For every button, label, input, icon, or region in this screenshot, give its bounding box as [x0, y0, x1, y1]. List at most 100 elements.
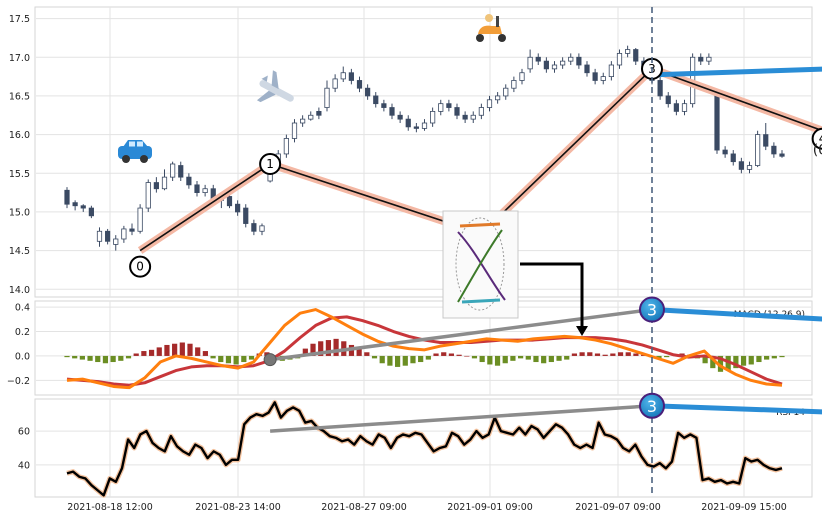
macd-hist-bar	[402, 355, 408, 366]
candle-body	[551, 64, 558, 70]
macd-hist-bar	[371, 355, 378, 359]
candle-body	[88, 207, 94, 217]
macd-hist-bar	[656, 355, 662, 359]
candle-body	[332, 78, 338, 89]
macd-hist-bar	[102, 355, 109, 364]
macd-hist-bar	[387, 355, 393, 366]
candle-body	[738, 161, 744, 170]
candle-body	[121, 228, 127, 240]
macd-hist-bar	[110, 355, 116, 363]
macd-hist-bar	[502, 355, 508, 364]
subwave-label: (0)	[813, 143, 822, 159]
macd-hist-bar	[364, 352, 370, 356]
candle-body	[129, 228, 135, 232]
y-tick-label: 60	[18, 427, 30, 438]
y-tick-label: 15.5	[9, 169, 30, 180]
macd-hist-bar	[487, 355, 493, 365]
candle-body	[153, 182, 159, 190]
macd-hist-bar	[248, 355, 255, 360]
candle-body	[194, 184, 200, 194]
y-tick-label: 17.5	[9, 14, 30, 25]
candle-body	[673, 103, 679, 112]
candle-body	[235, 203, 241, 213]
candle-body	[161, 176, 168, 190]
rsi-y-ticks: 60 40	[18, 427, 30, 472]
y-tick-label: 14.5	[9, 246, 30, 257]
price-y-ticks: 14.0 14.5 15.0 15.5 16.0 16.5 17.0 17.5	[9, 14, 30, 296]
macd-hist-bar	[464, 355, 470, 357]
x-tick-label: 2021-08-18 12:00	[67, 502, 153, 513]
macd-hist-bar	[141, 351, 147, 356]
macd-hist-bar	[148, 349, 155, 356]
candle-body	[503, 87, 509, 97]
macd-hist-bar	[164, 344, 170, 356]
candle-body	[698, 56, 704, 62]
macd-pivot-dot	[263, 353, 277, 367]
macd-hist-bar	[448, 353, 455, 356]
macd-hist-bar	[533, 355, 539, 363]
macd-macd-line	[66, 308, 783, 390]
y-tick-label: −0.2	[7, 376, 30, 387]
macd-hist-bar	[494, 355, 501, 366]
macd-hist-bar	[218, 355, 224, 363]
macd-hist-bar	[764, 355, 770, 360]
candle-body	[64, 189, 70, 205]
wave-label-0: 0	[129, 255, 152, 278]
macd-hist-bar	[556, 355, 562, 361]
macd-hist-bar	[710, 355, 716, 369]
candle-body	[527, 56, 533, 70]
candle-body	[291, 122, 298, 139]
candle-body	[584, 64, 590, 74]
y-tick-label: 17.0	[9, 53, 30, 64]
macd-hist-bar	[571, 353, 578, 356]
candle-body	[340, 72, 346, 80]
svg-text:1: 1	[266, 157, 274, 171]
candle-body	[243, 207, 249, 224]
macd-y-ticks: 0.4 0.2 0.0 −0.2	[7, 303, 30, 387]
rsi-blue-divergence	[651, 403, 822, 415]
macd-hist-bar	[72, 355, 78, 359]
macd-hist-bar	[610, 353, 616, 356]
candle-body	[389, 107, 395, 116]
macd-hist-bar	[510, 355, 516, 361]
candle-body	[535, 56, 541, 62]
candle-body	[373, 95, 379, 105]
macd-hist-bar	[425, 355, 431, 360]
macd-hist-bar	[441, 352, 447, 356]
candle-body	[600, 76, 606, 81]
candle-body	[300, 118, 306, 124]
candle-body	[226, 196, 233, 207]
macd-blue-divergence	[651, 307, 822, 322]
candle-body	[495, 95, 501, 101]
scooter-icon	[476, 14, 506, 42]
rsi-gray-divergence	[270, 404, 653, 433]
y-tick-label: 0.2	[15, 327, 30, 338]
macd-hist-bar	[310, 343, 316, 356]
macd-hist-bar	[579, 352, 585, 356]
candle-body	[470, 114, 476, 120]
candle-body	[308, 114, 314, 120]
car-icon	[118, 140, 152, 163]
macd-histogram	[64, 338, 785, 372]
candle-body	[283, 138, 289, 155]
macd-hist-bar	[617, 352, 624, 356]
y-tick-label: 0.4	[15, 303, 30, 314]
candle-body	[592, 72, 598, 81]
macd-hist-bar	[733, 355, 739, 369]
candle-body	[202, 188, 208, 194]
macd-hist-bar	[64, 355, 70, 358]
macd-hist-bar	[125, 355, 132, 359]
macd-hist-bar	[471, 355, 478, 359]
candle-body	[365, 87, 371, 97]
candle-body	[730, 153, 736, 163]
candle-body	[722, 149, 728, 155]
macd-hist-bar	[379, 355, 385, 364]
wave-label-1: 1	[259, 152, 282, 175]
x-tick-label: 2021-08-23 14:00	[195, 502, 281, 513]
candle-body	[113, 238, 119, 245]
rsi-line	[66, 399, 783, 498]
candle-body	[519, 72, 525, 81]
macd-hist-bar	[548, 355, 554, 363]
candle-body	[665, 95, 671, 105]
candle-body	[438, 103, 444, 112]
